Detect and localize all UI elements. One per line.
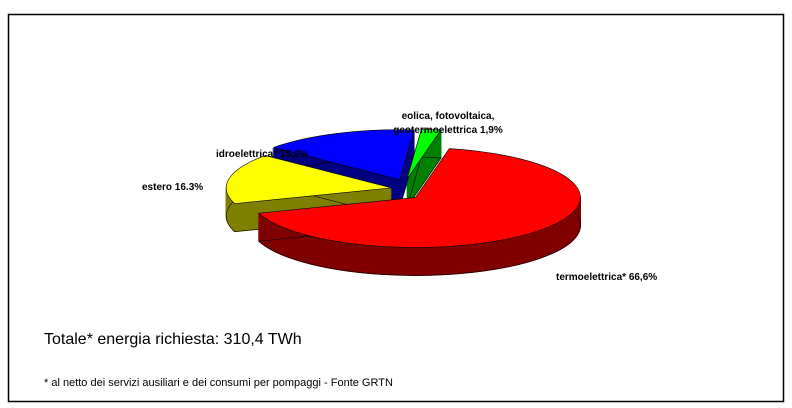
label-name: estero [142,182,172,193]
label-value: 15,2% [280,149,308,160]
label-value: 16.3% [175,182,203,193]
label-name: idroelettrica* [216,149,277,160]
label-value: 66,6% [629,272,657,283]
slice [258,148,581,248]
slice [225,155,392,204]
label-value: 1,9% [479,125,503,136]
slice-label: estero 16.3% [142,182,203,193]
slice-label: termoelettrica* 66,6% [556,272,657,283]
slice-label: eolica, fotovoltaica, geotermoelettrica … [382,110,514,138]
footnote: * al netto dei servizi ausiliari e dei c… [44,377,393,389]
label-name: eolica, fotovoltaica, geotermoelettrica [393,111,495,136]
slice [272,129,415,181]
slice-label: idroelettrica* 15,2% [216,149,308,160]
slice [406,128,442,180]
pie [225,128,581,276]
label-name: termoelettrica* [556,272,626,283]
total: Totale* energia richiesta: 310,4 TWh [44,331,302,348]
